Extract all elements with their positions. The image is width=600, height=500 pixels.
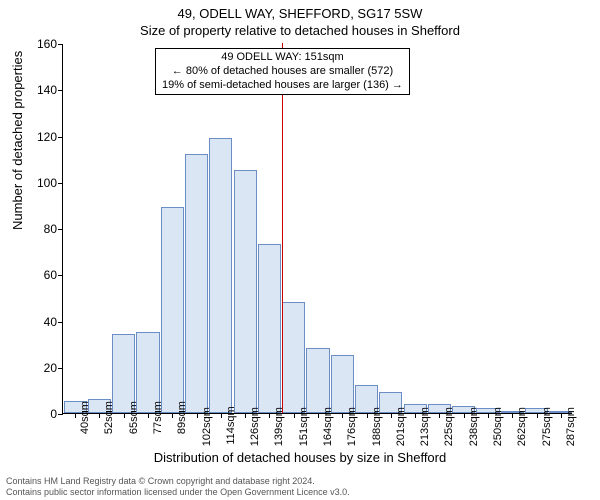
x-tick bbox=[124, 413, 125, 418]
y-tick-label: 60 bbox=[17, 268, 57, 282]
y-tick-label: 20 bbox=[17, 361, 57, 375]
x-tick bbox=[367, 413, 368, 418]
y-tick bbox=[58, 275, 63, 276]
footer-line1: Contains HM Land Registry data © Crown c… bbox=[6, 476, 350, 487]
annotation-line: 49 ODELL WAY: 151sqm bbox=[162, 51, 403, 65]
annotation-box: 49 ODELL WAY: 151sqm← 80% of detached ho… bbox=[155, 48, 410, 95]
x-tick bbox=[391, 413, 392, 418]
footer-attribution: Contains HM Land Registry data © Crown c… bbox=[6, 476, 350, 498]
x-tick-label: 287sqm bbox=[565, 368, 577, 418]
x-tick bbox=[148, 413, 149, 418]
chart-container: 49, ODELL WAY, SHEFFORD, SG17 5SW Size o… bbox=[0, 0, 600, 500]
x-tick bbox=[197, 413, 198, 418]
y-tick bbox=[58, 322, 63, 323]
y-tick bbox=[58, 183, 63, 184]
y-tick bbox=[58, 137, 63, 138]
footer-line2: Contains public sector information licen… bbox=[6, 487, 350, 498]
x-tick bbox=[269, 413, 270, 418]
x-axis-label: Distribution of detached houses by size … bbox=[0, 450, 600, 465]
page-title: 49, ODELL WAY, SHEFFORD, SG17 5SW bbox=[0, 0, 600, 23]
y-tick bbox=[58, 44, 63, 45]
x-tick bbox=[537, 413, 538, 418]
x-tick bbox=[221, 413, 222, 418]
y-tick-label: 40 bbox=[17, 315, 57, 329]
x-tick bbox=[342, 413, 343, 418]
x-tick bbox=[318, 413, 319, 418]
y-tick-label: 0 bbox=[17, 407, 57, 421]
x-tick bbox=[75, 413, 76, 418]
plot-area: 02040608010012014016040sqm52sqm65sqm77sq… bbox=[62, 44, 572, 414]
x-tick bbox=[464, 413, 465, 418]
chart-area: 02040608010012014016040sqm52sqm65sqm77sq… bbox=[62, 44, 572, 414]
x-tick bbox=[488, 413, 489, 418]
x-tick bbox=[245, 413, 246, 418]
x-tick bbox=[512, 413, 513, 418]
x-tick bbox=[439, 413, 440, 418]
annotation-line: ← 80% of detached houses are smaller (57… bbox=[162, 65, 403, 79]
reference-line bbox=[282, 43, 283, 413]
x-tick bbox=[415, 413, 416, 418]
y-tick-label: 120 bbox=[17, 130, 57, 144]
y-tick bbox=[58, 90, 63, 91]
x-tick bbox=[172, 413, 173, 418]
x-tick bbox=[99, 413, 100, 418]
y-tick bbox=[58, 368, 63, 369]
x-tick bbox=[561, 413, 562, 418]
y-tick-label: 140 bbox=[17, 83, 57, 97]
y-tick bbox=[58, 229, 63, 230]
y-tick-label: 80 bbox=[17, 222, 57, 236]
annotation-line: 19% of semi-detached houses are larger (… bbox=[162, 79, 403, 93]
y-tick-label: 160 bbox=[17, 37, 57, 51]
y-tick-label: 100 bbox=[17, 176, 57, 190]
y-tick bbox=[58, 414, 63, 415]
chart-subtitle: Size of property relative to detached ho… bbox=[0, 23, 600, 40]
x-tick bbox=[294, 413, 295, 418]
